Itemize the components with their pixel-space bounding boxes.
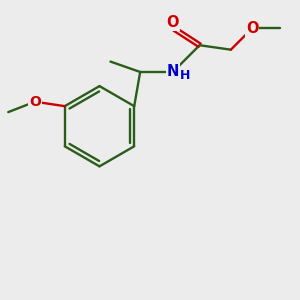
Text: N: N — [167, 64, 179, 80]
Text: H: H — [180, 69, 190, 82]
Text: O: O — [246, 21, 259, 36]
Text: O: O — [29, 95, 41, 109]
Text: O: O — [167, 15, 179, 30]
